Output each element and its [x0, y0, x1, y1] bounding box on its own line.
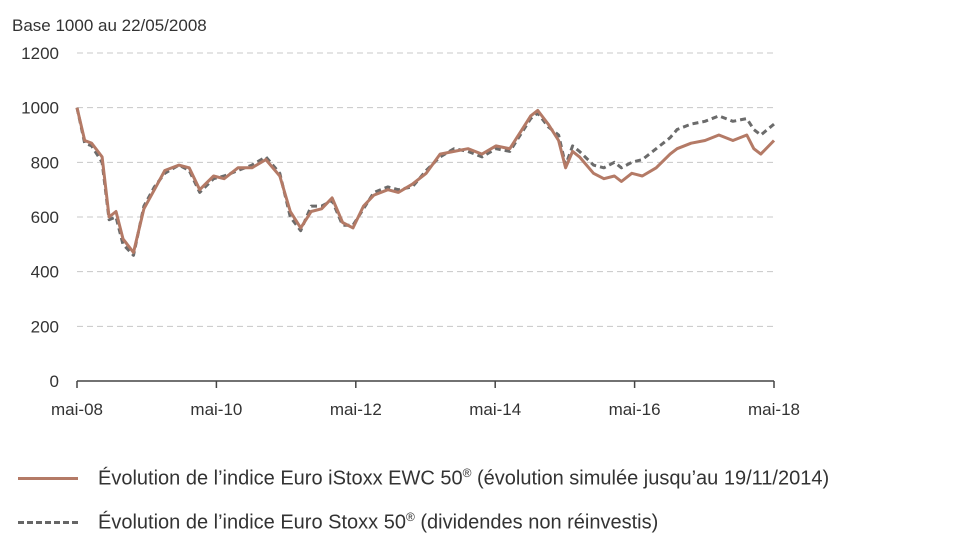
y-tick-label: 1000 — [21, 99, 59, 118]
x-tick-label: mai-08 — [51, 400, 103, 419]
x-tick-label: mai-18 — [748, 400, 800, 419]
y-tick-label: 0 — [50, 372, 59, 391]
x-tick-label: mai-14 — [469, 400, 521, 419]
series-line-2 — [75, 107, 775, 257]
y-tick-label: 200 — [31, 317, 59, 336]
series-group — [75, 107, 776, 257]
grid — [77, 52, 774, 327]
line-chart: Base 1000 au 22/05/2008 0 200 400 600 800 100… — [12, 16, 800, 419]
legend-swatch-dashed — [18, 520, 78, 524]
y-axis-ticks: 0 200 400 600 800 1000 1200 — [21, 44, 59, 391]
x-tick-label: mai-16 — [609, 400, 661, 419]
series-line-1 — [75, 107, 776, 254]
legend-item-euro-stoxx: Évolution de l’indice Euro Stoxx 50® (di… — [18, 510, 658, 535]
x-tick-label: mai-12 — [330, 400, 382, 419]
legend-swatch-solid — [18, 476, 78, 480]
y-tick-label: 1200 — [21, 44, 59, 63]
chart-title: Base 1000 au 22/05/2008 — [12, 16, 207, 35]
legend-label-1: Évolution de l’indice Euro iStoxx EWC 50… — [98, 466, 830, 490]
y-tick-label: 800 — [31, 153, 59, 172]
y-tick-label: 400 — [31, 263, 59, 282]
y-tick-label: 600 — [31, 208, 59, 227]
x-tick-label: mai-10 — [190, 400, 242, 419]
legend-item-euro-istoxx: Évolution de l’indice Euro iStoxx EWC 50… — [18, 466, 829, 491]
x-axis: mai-08 mai-10 mai-12 mai-14 mai-16 mai-18 — [51, 380, 800, 419]
legend-label-2: Évolution de l’indice Euro Stoxx 50® (di… — [98, 510, 659, 534]
